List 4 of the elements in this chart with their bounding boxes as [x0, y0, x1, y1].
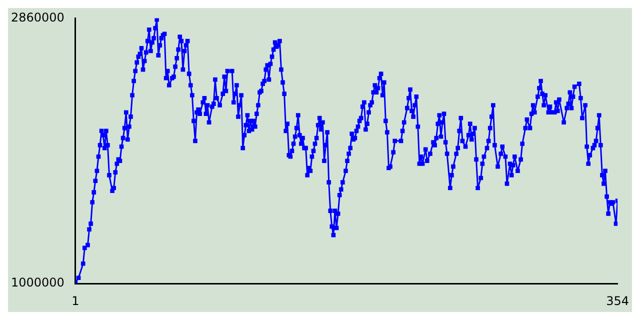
y-tick-label: 2860000	[10, 10, 64, 24]
x-tick-label: 354	[606, 294, 629, 308]
y-tick-label: 1000000	[10, 276, 64, 290]
x-tick-label: 1	[72, 294, 80, 308]
